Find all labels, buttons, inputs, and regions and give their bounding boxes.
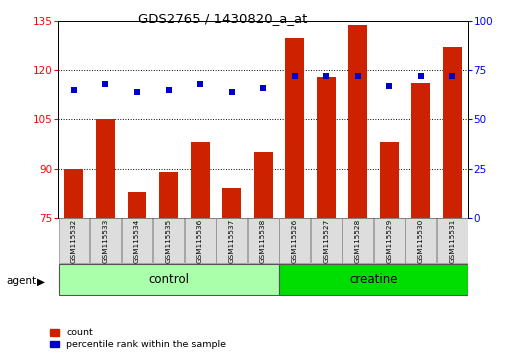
Bar — [90, 218, 121, 263]
Bar — [64, 169, 83, 218]
Bar — [279, 264, 467, 295]
Point — [70, 87, 78, 93]
Text: GSM115526: GSM115526 — [291, 218, 297, 263]
Bar — [216, 218, 246, 263]
Text: GSM115528: GSM115528 — [354, 218, 360, 263]
Bar — [253, 152, 272, 218]
Point — [384, 83, 392, 89]
Bar — [153, 218, 184, 263]
Legend: count, percentile rank within the sample: count, percentile rank within the sample — [50, 329, 226, 349]
Bar — [59, 218, 89, 263]
Bar — [127, 192, 146, 218]
Text: GSM115538: GSM115538 — [260, 218, 266, 263]
Bar — [190, 142, 209, 218]
Text: GSM115530: GSM115530 — [417, 218, 423, 263]
Text: creatine: creatine — [348, 273, 397, 286]
Bar — [341, 218, 372, 263]
Bar — [184, 218, 215, 263]
Bar — [96, 119, 115, 218]
Point — [227, 89, 235, 95]
Bar — [159, 172, 178, 218]
Point — [259, 85, 267, 91]
Bar — [379, 142, 398, 218]
Text: ▶: ▶ — [37, 276, 45, 286]
Bar — [442, 47, 461, 218]
Point — [164, 87, 172, 93]
Text: GDS2765 / 1430820_a_at: GDS2765 / 1430820_a_at — [138, 12, 307, 25]
Text: GSM115529: GSM115529 — [385, 218, 391, 263]
Bar — [411, 84, 429, 218]
Text: control: control — [148, 273, 189, 286]
Bar — [279, 218, 310, 263]
Text: GSM115534: GSM115534 — [134, 218, 140, 263]
Text: GSM115535: GSM115535 — [165, 218, 171, 263]
Bar — [316, 77, 335, 218]
Point — [290, 73, 298, 79]
Text: GSM115536: GSM115536 — [196, 218, 203, 263]
Text: GSM115537: GSM115537 — [228, 218, 234, 263]
Bar — [310, 218, 341, 263]
Bar — [373, 218, 404, 263]
Point — [353, 73, 361, 79]
Bar — [347, 24, 367, 218]
Point — [195, 81, 204, 87]
Point — [133, 89, 141, 95]
Text: GSM115532: GSM115532 — [71, 218, 77, 263]
Text: agent: agent — [6, 276, 36, 286]
Point — [447, 73, 456, 79]
Point — [101, 81, 109, 87]
Text: GSM115531: GSM115531 — [448, 218, 454, 263]
Bar — [247, 218, 278, 263]
Point — [322, 73, 330, 79]
Text: GSM115533: GSM115533 — [103, 218, 108, 263]
Text: GSM115527: GSM115527 — [323, 218, 329, 263]
Point — [416, 73, 424, 79]
Bar — [222, 188, 240, 218]
Bar — [405, 218, 435, 263]
Bar — [59, 264, 278, 295]
Bar — [436, 218, 467, 263]
Bar — [121, 218, 152, 263]
Bar — [285, 38, 304, 218]
